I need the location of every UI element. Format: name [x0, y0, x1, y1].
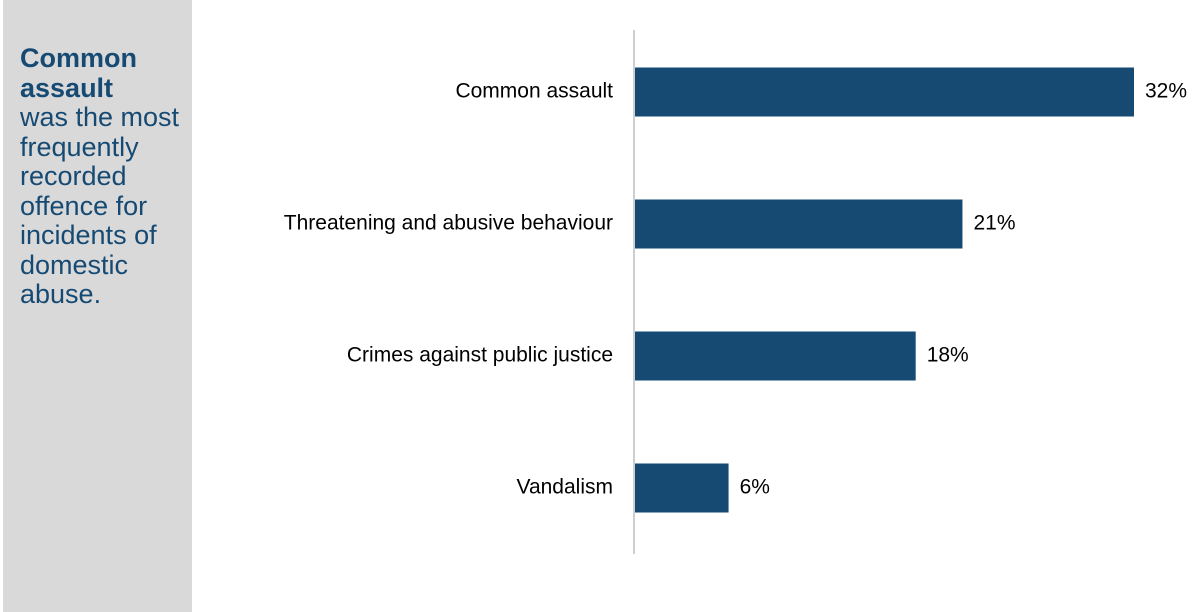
value-label-2: 18% — [927, 344, 969, 367]
bars-layer — [635, 67, 1134, 513]
bar-3 — [635, 463, 729, 513]
category-label-3: Vandalism — [517, 476, 614, 499]
value-label-3: 6% — [740, 476, 770, 499]
summary-highlight: Common assault — [20, 43, 137, 103]
category-label-2: Crimes against public justice — [347, 344, 613, 367]
category-label-1: Threatening and abusive behaviour — [284, 212, 613, 235]
value-label-1: 21% — [973, 212, 1015, 235]
summary-text: was the most frequently recorded offence… — [20, 102, 180, 309]
bar-1 — [635, 199, 963, 249]
category-label-0: Common assault — [455, 80, 613, 103]
summary-panel: Common assault was the most frequently r… — [3, 0, 192, 612]
bar-2 — [635, 331, 916, 381]
value-label-0: 32% — [1145, 80, 1187, 103]
labels-layer: Common assault 32% Threatening and abusive… — [284, 80, 1187, 499]
bar-0 — [635, 67, 1134, 117]
